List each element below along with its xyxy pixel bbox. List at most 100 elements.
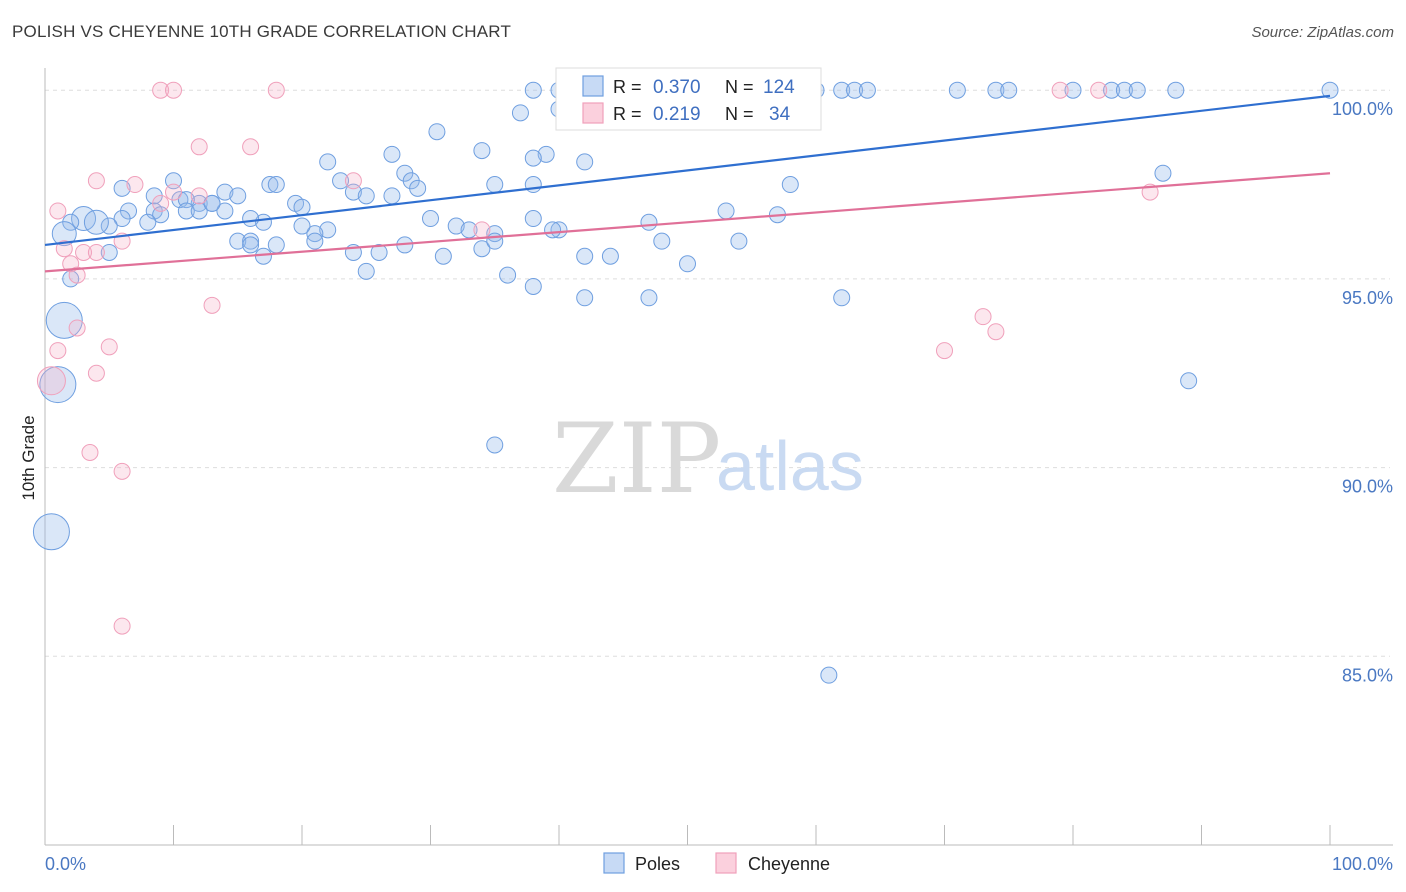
y-tick-labels: 100.0% 95.0% 90.0% 85.0% [1332, 99, 1393, 685]
poles-point-83 [62, 213, 80, 231]
cheyenne-point-23 [49, 342, 67, 360]
cheyenne-point-25 [100, 338, 118, 356]
cheyenne-r-label: R = [613, 104, 642, 124]
poles-point-94 [434, 247, 452, 265]
poles-trend-line [44, 94, 1331, 247]
watermark: ZIP atlas [552, 403, 864, 515]
cheyenne-point-17 [87, 243, 105, 261]
poles-point-30 [511, 104, 529, 122]
poles-point-45 [113, 179, 131, 197]
poles-point-106 [781, 176, 799, 194]
poles-point-95 [473, 240, 491, 258]
cheyenne-point-1 [165, 81, 182, 99]
poles-point-43 [332, 172, 350, 190]
data-points [32, 81, 1339, 684]
cheyenne-point-4 [1051, 81, 1069, 99]
x-tick-label-1: 100.0% [1332, 854, 1393, 874]
poles-point-102 [679, 255, 696, 273]
poles-point-100 [640, 213, 658, 231]
poles-point-107 [203, 194, 221, 212]
poles-point-23 [1000, 81, 1018, 99]
poles-point-52 [357, 187, 375, 205]
poles-r-value: 0.370 [653, 77, 701, 98]
poles-point-76 [216, 202, 234, 220]
poles-point-84 [51, 221, 77, 247]
y-tick-label-2: 90.0% [1342, 477, 1393, 497]
cheyenne-point-19 [55, 240, 73, 258]
poles-point-19 [846, 81, 864, 99]
poles-point-120 [45, 301, 83, 339]
poles-point-99 [601, 247, 619, 265]
poles-point-38 [319, 153, 337, 171]
poles-point-48 [524, 176, 542, 194]
poles-point-53 [383, 187, 401, 205]
poles-point-87 [229, 232, 247, 250]
cheyenne-point-8 [87, 172, 105, 190]
cheyenne-point-24 [68, 319, 86, 337]
poles-n-label: N = [725, 77, 754, 97]
y-tick-label-1: 95.0% [1342, 288, 1393, 308]
poles-point-79 [113, 210, 131, 228]
poles-point-90 [306, 232, 324, 250]
poles-point-24 [1064, 81, 1082, 99]
poles-point-116 [486, 436, 504, 454]
poles-point-32 [428, 123, 446, 141]
bottom-legend: Poles Cheyenne [603, 852, 830, 874]
cheyenne-point-6 [190, 138, 208, 156]
cheyenne-n-value: 34 [769, 104, 791, 125]
poles-point-34 [537, 145, 555, 163]
poles-point-60 [229, 187, 247, 205]
cheyenne-point-13 [344, 172, 362, 190]
poles-point-67 [544, 221, 562, 239]
poles-point-108 [242, 236, 260, 254]
cheyenne-point-21 [68, 266, 86, 284]
cheyenne-point-27 [36, 366, 66, 396]
watermark-atlas: atlas [716, 427, 864, 505]
cheyenne-point-9 [126, 176, 144, 194]
poles-point-117 [820, 666, 838, 684]
poles-point-122 [32, 513, 70, 551]
poles-point-98 [576, 247, 594, 265]
axes [44, 68, 1393, 846]
poles-point-47 [267, 176, 285, 194]
poles-point-66 [524, 210, 542, 228]
poles-point-101 [653, 232, 671, 250]
poles-point-35 [383, 145, 401, 163]
poles-swatch-icon [582, 75, 604, 97]
cheyenne-point-22 [203, 296, 221, 314]
poles-point-68 [447, 217, 465, 235]
poles-point-22 [987, 81, 1005, 99]
cheyenne-point-26 [87, 364, 105, 382]
poles-point-121 [39, 366, 77, 404]
cheyenne-point-29 [113, 462, 131, 480]
cheyenne-point-33 [987, 323, 1005, 341]
poles-point-111 [576, 289, 594, 307]
x-tick-labels: 0.0% 100.0% [45, 854, 1393, 874]
watermark-zip: ZIP [552, 403, 721, 515]
cheyenne-swatch-icon [582, 102, 604, 124]
poles-point-33 [473, 142, 491, 160]
y-tick-label-0: 100.0% [1332, 99, 1393, 119]
poles-point-112 [524, 277, 542, 295]
legend-cheyenne-label: Cheyenne [748, 854, 830, 874]
poles-point-0 [524, 81, 542, 99]
cheyenne-n-label: N = [725, 104, 754, 124]
poles-point-69 [460, 221, 478, 239]
poles-point-118 [100, 243, 118, 261]
poles-point-55 [293, 198, 311, 216]
cheyenne-point-12 [190, 187, 208, 205]
cheyenne-point-5 [1090, 81, 1108, 99]
poles-point-28 [1167, 81, 1185, 99]
poles-point-114 [833, 289, 851, 307]
cheyenne-point-0 [152, 81, 170, 99]
poles-point-26 [1115, 81, 1133, 99]
poles-point-18 [833, 81, 851, 99]
poles-point-115 [1180, 372, 1198, 390]
cheyenne-point-28 [81, 444, 99, 461]
poles-point-75 [242, 210, 260, 228]
chart-title: POLISH VS CHEYENNE 10TH GRADE CORRELATIO… [12, 22, 512, 41]
x-tick-label-0: 0.0% [45, 854, 86, 874]
poles-point-44 [261, 176, 279, 194]
legend-poles-icon [603, 852, 625, 874]
